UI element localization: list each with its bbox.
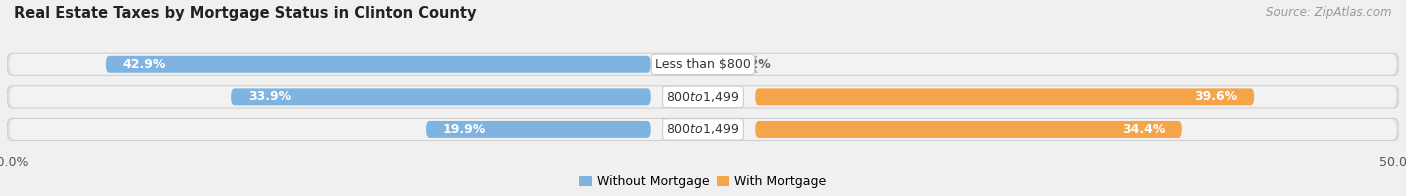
- FancyBboxPatch shape: [7, 53, 1399, 75]
- Text: 1.2%: 1.2%: [737, 58, 770, 71]
- Text: 39.6%: 39.6%: [1194, 90, 1237, 103]
- Text: 42.9%: 42.9%: [122, 58, 166, 71]
- FancyBboxPatch shape: [755, 121, 1182, 138]
- Text: 33.9%: 33.9%: [247, 90, 291, 103]
- FancyBboxPatch shape: [10, 86, 1396, 107]
- Text: 19.9%: 19.9%: [443, 123, 486, 136]
- FancyBboxPatch shape: [755, 88, 1254, 105]
- Text: Real Estate Taxes by Mortgage Status in Clinton County: Real Estate Taxes by Mortgage Status in …: [14, 6, 477, 21]
- Text: Source: ZipAtlas.com: Source: ZipAtlas.com: [1267, 6, 1392, 19]
- FancyBboxPatch shape: [7, 118, 1399, 141]
- FancyBboxPatch shape: [10, 54, 1396, 75]
- FancyBboxPatch shape: [716, 56, 759, 73]
- FancyBboxPatch shape: [426, 121, 651, 138]
- Text: Less than $800: Less than $800: [655, 58, 751, 71]
- FancyBboxPatch shape: [10, 119, 1396, 140]
- FancyBboxPatch shape: [231, 88, 651, 105]
- Text: 34.4%: 34.4%: [1122, 123, 1166, 136]
- FancyBboxPatch shape: [105, 56, 651, 73]
- Text: $800 to $1,499: $800 to $1,499: [666, 90, 740, 104]
- Text: $800 to $1,499: $800 to $1,499: [666, 122, 740, 136]
- FancyBboxPatch shape: [7, 86, 1399, 108]
- Legend: Without Mortgage, With Mortgage: Without Mortgage, With Mortgage: [579, 175, 827, 188]
